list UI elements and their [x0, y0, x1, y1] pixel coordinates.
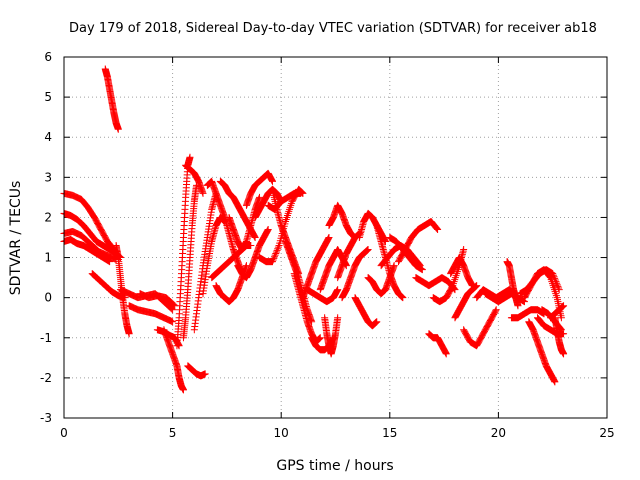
y-axis-label: SDTVAR / TECUs	[8, 181, 24, 296]
series-track-18	[199, 213, 229, 298]
series-track-20	[208, 242, 255, 282]
series-track-25	[242, 169, 277, 209]
y-tick-label: 6	[44, 50, 52, 64]
data-point-interp	[169, 300, 177, 308]
y-tick-label: 5	[44, 90, 52, 104]
y-tick-label: -1	[40, 331, 52, 345]
series-track-24	[234, 225, 272, 282]
data-point-interp	[170, 301, 178, 309]
data-point	[192, 181, 200, 189]
data-point	[125, 330, 133, 338]
series-track-52	[460, 306, 500, 350]
data-point	[199, 189, 207, 197]
data-point	[114, 125, 122, 133]
x-tick-label: 5	[169, 426, 177, 440]
data-marks	[60, 65, 568, 394]
data-point	[334, 314, 342, 322]
series-track-09	[125, 302, 177, 326]
y-tick-label: -2	[40, 371, 52, 385]
y-tick-label: 2	[44, 210, 52, 224]
data-point	[264, 225, 272, 233]
data-point	[201, 370, 209, 378]
plot-frame	[63, 56, 608, 419]
y-tick-label: 4	[44, 130, 52, 144]
x-axis-label: GPS time / hours	[276, 458, 393, 474]
series-track-40	[351, 294, 381, 330]
x-tick-label: 10	[274, 426, 289, 440]
series-track-05	[101, 65, 122, 133]
series-track-12	[160, 326, 187, 394]
data-point	[169, 318, 177, 326]
series-track-16	[184, 362, 209, 380]
series-track-46	[394, 217, 442, 266]
data-point	[460, 246, 468, 254]
grid-layer	[64, 57, 607, 418]
y-tick-label: -3	[40, 411, 52, 425]
series-track-49	[429, 246, 468, 306]
data-point	[186, 153, 194, 161]
data-point	[255, 193, 263, 201]
x-tick-label: 15	[382, 426, 397, 440]
series-track-03	[60, 189, 122, 262]
data-point	[247, 242, 255, 250]
x-tick-label: 20	[491, 426, 506, 440]
series-track-48	[425, 330, 450, 358]
series-track-22	[216, 177, 259, 241]
series-track-15	[179, 181, 200, 342]
series-track-33	[303, 286, 342, 306]
x-tick-label: 25	[599, 426, 614, 440]
series-track-37	[325, 201, 359, 241]
series-track-17	[190, 189, 220, 334]
y-tick-label: 1	[44, 251, 52, 265]
data-point	[251, 234, 259, 241]
series-track-21	[212, 262, 250, 306]
series-track-55	[503, 258, 522, 310]
data-point	[179, 386, 187, 394]
chart-title: Day 179 of 2018, Sidereal Day-to-day VTE…	[69, 21, 597, 36]
data-point	[269, 177, 277, 185]
series-track-14	[182, 161, 207, 197]
x-tick-label: 0	[60, 426, 68, 440]
series-track-62	[547, 302, 568, 322]
series-track-13	[173, 153, 194, 350]
y-tick-label: 3	[44, 170, 52, 184]
y-tick-label: 0	[44, 291, 52, 305]
series-track-10	[136, 290, 179, 310]
